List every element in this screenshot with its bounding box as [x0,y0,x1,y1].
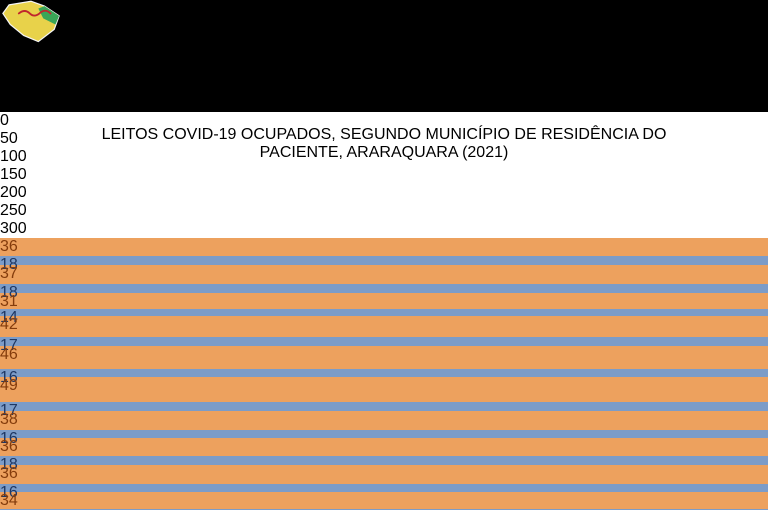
y-tick-label: 0 [0,112,9,129]
bar-segment-outros: 16 [0,429,768,447]
bar-column: 3618 [0,438,768,473]
bar-segment-outros: 18 [0,456,768,473]
bar-column: 4217 [0,315,768,354]
y-tick-label: 50 [0,130,18,147]
bar-segment-outros: 16 [0,369,768,386]
logo-name-line-1: Região [0,49,51,66]
bar-segment-outros: 17 [0,337,768,354]
bar-value-label: 37 [0,265,18,283]
bars-container: 3618371831144217461649173816361836163416… [0,238,768,510]
bar-segment-araraquara: 46 [0,345,768,370]
logo-name-line-2: Destake [55,49,114,66]
regiao-destake-logo: Região Destake O canal da informação www… [0,0,768,103]
bar-column: 4616 [0,345,768,386]
bar-segment-araraquara: 49 [0,377,768,403]
bar-segment-outros: 18 [0,256,768,273]
chart-title-line-2: PACIENTE, ARARAQUARA (2021) [259,144,509,161]
red-script-decoration [17,9,52,17]
bar-segment-outros: 16 [0,508,768,510]
y-tick-label: 250 [0,202,27,219]
y-tick-label: 100 [0,148,27,165]
bar-value-label: 36 [0,238,18,255]
bar-column: 3114 [0,293,768,326]
bar-column: 3618 [0,238,768,273]
bar-segment-outros: 18 [0,284,768,301]
bar-column: 3416 [0,491,768,510]
bar-segment-araraquara: 37 [0,265,768,285]
chart-title: LEITOS COVID-19 OCUPADOS, SEGUNDO MUNICÍ… [0,126,768,162]
y-tick-label: 150 [0,166,27,183]
sao-paulo-map-icon [2,0,60,43]
logo-tagline: O canal da informação [0,67,161,84]
bar-segment-araraquara: 31 [0,293,768,311]
y-tick-label: 200 [0,184,27,201]
y-axis-labels: 0 50 100 150 200 250 300 [0,112,768,238]
bar-value-label: 36 [0,465,18,483]
bar-value-label: 49 [0,377,18,395]
chart-title-line-1: LEITOS COVID-19 OCUPADOS, SEGUNDO MUNICÍ… [101,126,667,143]
logo-name: Região Destake [0,49,768,67]
bar-column: 3616 [0,465,768,501]
bar-value-label: 31 [0,293,18,311]
bar-segment-araraquara: 36 [0,438,768,457]
bar-segment-outros: 17 [0,402,768,419]
bar-value-label: 34 [0,491,18,509]
bar-segment-outros: 14 [0,308,768,326]
bar-segment-outros: 16 [0,483,768,501]
plot-area: 3618371831144217461649173816361836163416… [0,238,768,510]
bar-segment-araraquara: 34 [0,491,768,509]
bar-segment-araraquara: 38 [0,410,768,430]
bar-value-label: 38 [0,410,18,428]
bar-value-label: 42 [0,315,18,333]
bar-segment-araraquara: 36 [0,238,768,257]
bar-value-label: 46 [0,345,18,363]
logo-url: www.regiaoemdestake.com.br [0,85,215,102]
chart-panel: LEITOS COVID-19 OCUPADOS, SEGUNDO MUNICÍ… [0,112,768,510]
bar-segment-araraquara: 36 [0,465,768,484]
bar-column: 3718 [0,265,768,301]
bar-column: 4917 [0,377,768,419]
bar-column: 3816 [0,410,768,447]
bar-segment-araraquara: 42 [0,315,768,338]
y-tick-label: 300 [0,220,27,237]
bar-value-label: 36 [0,438,18,455]
bar-value-label: 16 [0,509,18,510]
